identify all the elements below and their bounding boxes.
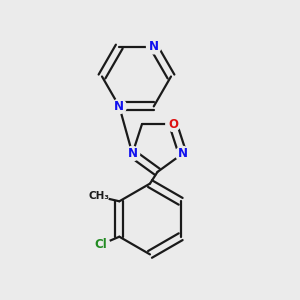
- Circle shape: [112, 99, 127, 114]
- Text: Cl: Cl: [94, 238, 107, 251]
- Circle shape: [147, 39, 161, 54]
- Circle shape: [125, 146, 140, 161]
- Circle shape: [176, 146, 190, 161]
- Text: N: N: [114, 100, 124, 113]
- Text: CH₃: CH₃: [88, 191, 110, 201]
- Text: N: N: [178, 147, 188, 160]
- Circle shape: [89, 186, 109, 206]
- Text: N: N: [128, 147, 137, 160]
- Circle shape: [166, 117, 180, 131]
- Text: N: N: [149, 40, 159, 53]
- Text: O: O: [168, 118, 178, 130]
- Circle shape: [92, 235, 110, 253]
